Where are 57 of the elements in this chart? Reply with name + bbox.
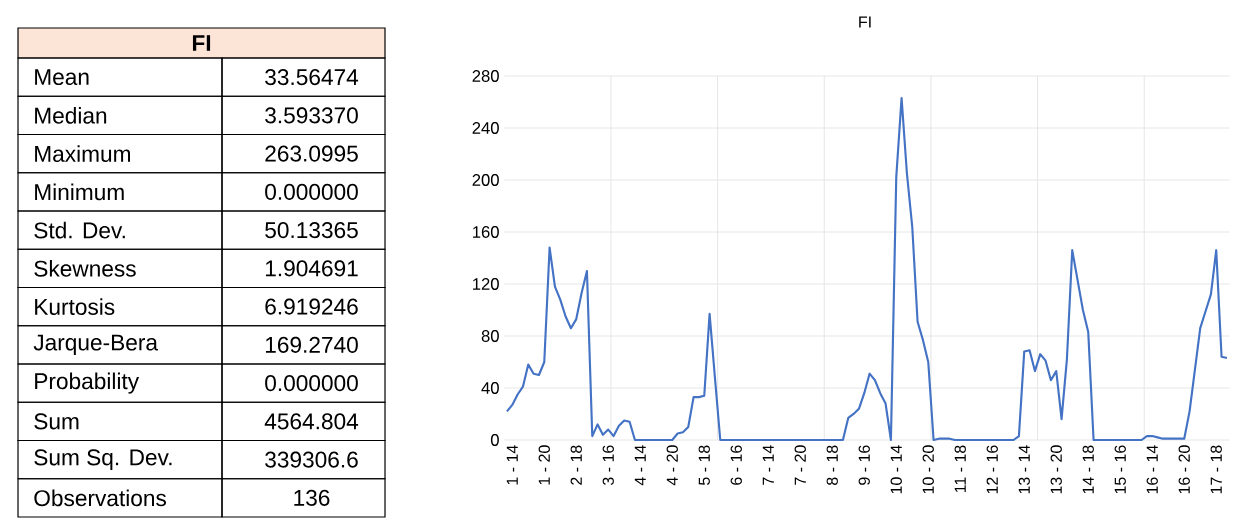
x-tick-label: 10 - 20	[922, 445, 934, 494]
data-label: 0.000000	[265, 375, 358, 392]
y-tick-label: 240	[472, 122, 499, 134]
x-tick-label: 9 - 16	[858, 445, 870, 485]
x-tick-label: 16 - 20	[1178, 445, 1190, 494]
category-label: Mean	[35, 69, 89, 86]
x-tick-label: 4 - 20	[666, 445, 678, 486]
y-tick-label: 40	[481, 382, 499, 394]
category-label: Jarque-Bera	[33, 334, 158, 356]
category-label: Minimum	[35, 183, 124, 201]
data-label: 3.593370	[265, 107, 358, 124]
data-label: 169.2740	[265, 336, 358, 353]
category-label: Maximum	[35, 145, 131, 162]
x-tick-label: 17 - 18	[1210, 445, 1222, 494]
x-tick-label: 13 - 14	[1018, 445, 1030, 494]
x-tick-label: 5 - 18	[698, 445, 710, 485]
y-tick-label: 80	[481, 330, 499, 342]
x-tick-label: 12 - 16	[986, 445, 998, 494]
x-tick-label: 1 - 20	[538, 445, 550, 485]
text: FI	[192, 35, 211, 51]
data-label: 50.13365	[265, 222, 358, 239]
x-tick-label: 14 - 18	[1082, 445, 1094, 494]
data-label: 1.904691	[265, 260, 358, 277]
x-tick-label: 7 - 14	[762, 445, 774, 485]
category-label: Probability	[35, 372, 140, 394]
category-label: Median	[35, 107, 107, 124]
data-label: 339306.6	[265, 451, 358, 468]
y-tick-label: 280	[472, 70, 499, 82]
data-label: 0.000000	[265, 183, 358, 200]
data-label: 263.0995	[265, 145, 358, 162]
data-label: 33.56474	[265, 69, 359, 86]
x-tick-label: 6 - 16	[730, 445, 742, 485]
category-label: Skewness	[34, 260, 136, 277]
x-tick-label: 1 - 14	[506, 445, 518, 485]
y-tick-label: 200	[472, 174, 499, 186]
y-tick-label: 0	[490, 434, 499, 446]
x-tick-label: 11 - 18	[954, 445, 966, 493]
x-tick-label: 2 - 18	[570, 445, 582, 485]
y-tick-label: 160	[473, 226, 499, 238]
data-label: 6.919246	[265, 298, 358, 315]
x-tick-label: 15 - 16	[1114, 445, 1126, 494]
x-tick-label: 16 - 14	[1146, 445, 1158, 494]
category-label: Observations	[34, 489, 166, 507]
data-label: 136	[294, 489, 330, 506]
category-label: Std. Dev.	[34, 221, 125, 239]
data-label: 4564.804	[264, 413, 359, 430]
x-tick-label: 10 - 14	[890, 445, 902, 494]
category-label: Sum	[34, 413, 79, 430]
category-label: Sum Sq. Dev.	[34, 449, 172, 470]
x-tick-label: 8 - 18	[826, 445, 838, 485]
y-tick-label: 120	[473, 278, 499, 290]
x-tick-label: 3 - 16	[602, 445, 614, 485]
category-label: Kurtosis	[35, 298, 115, 315]
chart-title: FI	[859, 16, 871, 28]
x-tick-label: 13 - 20	[1050, 445, 1062, 494]
x-tick-label: 4 - 14	[634, 445, 646, 486]
x-tick-label: 7 - 20	[794, 445, 806, 485]
